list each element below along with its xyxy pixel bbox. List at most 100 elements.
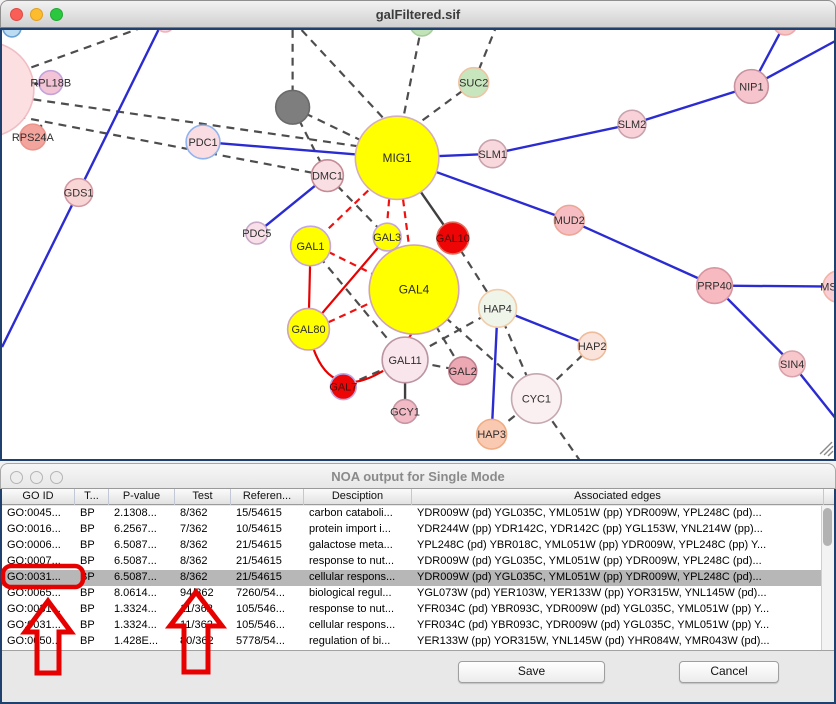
network-canvas[interactable]: RPL18B RPS24A GDS1 PDC1 DMC1 MIG1 SUC2 SLM1 SLM2… xyxy=(0,28,836,461)
network-edge-gray xyxy=(472,30,497,83)
cell-edges: YDR009W (pd) YGL035C, YML051W (pp) YDR00… xyxy=(417,507,762,519)
table-row[interactable]: GO:0016... BP 6.2567... 7/362 10/54615 protei… xyxy=(2,522,821,538)
cell-p_value: 1.428E... xyxy=(114,635,159,647)
network-node-GAL11[interactable]: GAL11 xyxy=(381,336,429,384)
close-button[interactable] xyxy=(10,8,23,21)
column-header-go-id[interactable]: GO ID xyxy=(2,489,75,505)
cell-test: 8/362 xyxy=(180,571,208,583)
zoom-button[interactable] xyxy=(50,471,63,484)
network-node-HAP2[interactable]: HAP2 xyxy=(577,331,607,361)
network-node-SIN4[interactable]: SIN4 xyxy=(778,350,806,378)
node-label: SLM1 xyxy=(478,149,507,161)
column-header-test[interactable]: Test xyxy=(175,489,231,505)
network-node-GAL3[interactable]: GAL3 xyxy=(372,222,402,252)
resize-grip[interactable] xyxy=(827,450,834,457)
scrollbar-thumb[interactable] xyxy=(823,508,832,546)
column-header-referen-[interactable]: Referen... xyxy=(231,489,304,505)
network-window: galFiltered.sif RPL18B RPS24A GDS1 PDC1 DMC1… xyxy=(0,0,836,461)
node-label: GAL1 xyxy=(297,241,325,253)
minimize-button[interactable] xyxy=(30,8,43,21)
network-node-GAL1[interactable]: GAL1 xyxy=(289,225,332,267)
network-node-unlabeled[interactable] xyxy=(2,30,22,38)
cell-reference: 5778/54... xyxy=(236,635,285,647)
network-node-GDS1[interactable]: GDS1 xyxy=(64,177,94,208)
cell-description: regulation of bi... xyxy=(309,635,391,647)
network-node-GAL7[interactable]: GAL7 xyxy=(329,373,357,401)
table-row[interactable]: GO:0031... BP 1.3324... 11/362 105/546... cel… xyxy=(2,618,821,634)
network-node-unlabeled[interactable] xyxy=(156,30,174,33)
network-node-NIP1[interactable]: NIP1 xyxy=(733,68,770,105)
network-edge-reddash xyxy=(327,250,373,275)
network-node-DMC1[interactable]: DMC1 xyxy=(310,158,345,193)
cell-reference: 21/54615 xyxy=(236,539,282,551)
network-node-GAL4[interactable]: GAL4 xyxy=(368,244,460,335)
cell-go_id: GO:0031... xyxy=(7,619,61,631)
network-node-unlabeled[interactable] xyxy=(773,30,797,36)
cell-description: galactose meta... xyxy=(309,539,393,551)
column-header-spacer xyxy=(824,489,834,505)
cell-description: biological regul... xyxy=(309,587,392,599)
network-node-GAL80[interactable]: GAL80 xyxy=(286,307,331,351)
network-node-PRP40[interactable]: PRP40 xyxy=(695,266,734,305)
resize-grip[interactable] xyxy=(823,445,834,456)
cell-type: BP xyxy=(80,571,95,583)
cell-type: BP xyxy=(80,555,95,567)
network-node-SLM2[interactable]: SLM2 xyxy=(617,109,647,139)
cell-reference: 105/546... xyxy=(236,619,285,631)
network-edge-gray xyxy=(292,106,398,159)
minimize-button[interactable] xyxy=(30,471,43,484)
column-header-desciption[interactable]: Desciption xyxy=(304,489,412,505)
network-edge-gray xyxy=(2,112,328,177)
close-button[interactable] xyxy=(10,471,23,484)
resize-grip[interactable] xyxy=(819,441,833,455)
network-node-SLM1[interactable]: SLM1 xyxy=(477,139,508,169)
table-row[interactable]: GO:0045... BP 2.1308... 8/362 15/54615 carbon… xyxy=(2,506,821,522)
cell-p_value: 1.3324... xyxy=(114,619,157,631)
network-node-unlabeled[interactable] xyxy=(2,42,35,137)
network-edge-reddash xyxy=(386,199,391,224)
table-row[interactable]: GO:0050... BP 1.428E... 80/362 5778/54... reg… xyxy=(2,634,821,650)
cell-type: BP xyxy=(80,619,95,631)
cancel-button[interactable]: Cancel xyxy=(679,661,779,683)
network-node-GAL10[interactable]: GAL10 xyxy=(436,221,470,255)
save-button[interactable]: Save xyxy=(458,661,605,683)
network-node-CYC1[interactable]: CYC1 xyxy=(510,373,563,425)
table-row[interactable]: GO:0065... BP 8.0614... 94/362 7260/54... bio… xyxy=(2,586,821,602)
network-node-HAP4[interactable]: HAP4 xyxy=(477,288,518,329)
network-node-GAL2[interactable]: GAL2 xyxy=(448,356,478,386)
column-header-associated-edges[interactable]: Associated edges xyxy=(412,489,824,505)
vertical-scrollbar[interactable] xyxy=(821,506,834,650)
node-label: DMC1 xyxy=(312,171,343,183)
column-header-t-[interactable]: T... xyxy=(75,489,109,505)
cell-type: BP xyxy=(80,539,95,551)
cell-edges: YDR009W (pd) YGL035C, YML051W (pp) YDR00… xyxy=(417,555,762,567)
cell-description: response to nut... xyxy=(309,603,394,615)
node-label: MUD2 xyxy=(554,215,585,227)
network-node-RPL18B[interactable]: RPL18B xyxy=(30,69,71,96)
network-node-PDC1[interactable]: PDC1 xyxy=(185,124,221,160)
network-node-RPS24A[interactable]: RPS24A xyxy=(12,123,55,151)
zoom-button[interactable] xyxy=(50,8,63,21)
network-node-HAP3[interactable]: HAP3 xyxy=(475,418,508,450)
table-row[interactable]: GO:0006... BP 6.5087... 8/362 21/54615 galact… xyxy=(2,538,821,554)
column-header-p-value[interactable]: P-value xyxy=(109,489,175,505)
network-node-MSI[interactable]: MSI xyxy=(820,270,834,303)
cell-edges: YGL073W (pd) YER103W, YER133W (pp) YOR31… xyxy=(417,587,767,599)
table-row[interactable]: GO:0031... BP 1.3324... 11/362 105/546... res… xyxy=(2,602,821,618)
network-node-SUC2[interactable]: SUC2 xyxy=(458,66,490,99)
cell-type: BP xyxy=(80,635,95,647)
table-row-selected[interactable]: GO:0031... BP 6.5087... 8/362 21/54615 cellul… xyxy=(2,570,821,586)
network-node-MUD2[interactable]: MUD2 xyxy=(553,204,585,236)
window-title: galFiltered.sif xyxy=(375,6,461,22)
cell-go_id: GO:0045... xyxy=(7,507,61,519)
node-label: SLM2 xyxy=(618,119,647,131)
traffic-lights-inactive xyxy=(10,471,63,484)
network-node-MIG1[interactable]: MIG1 xyxy=(354,115,440,201)
network-node-unlabeled[interactable] xyxy=(410,30,434,37)
table-row[interactable]: GO:0007... BP 6.5087... 8/362 21/54615 respon… xyxy=(2,554,821,570)
cell-go_id: GO:0016... xyxy=(7,523,61,535)
network-node-PDC5[interactable]: PDC5 xyxy=(242,221,271,245)
node-label: CYC1 xyxy=(522,394,551,406)
network-node-GCY1[interactable]: GCY1 xyxy=(390,398,420,425)
network-node-unlabeled[interactable] xyxy=(274,89,311,125)
